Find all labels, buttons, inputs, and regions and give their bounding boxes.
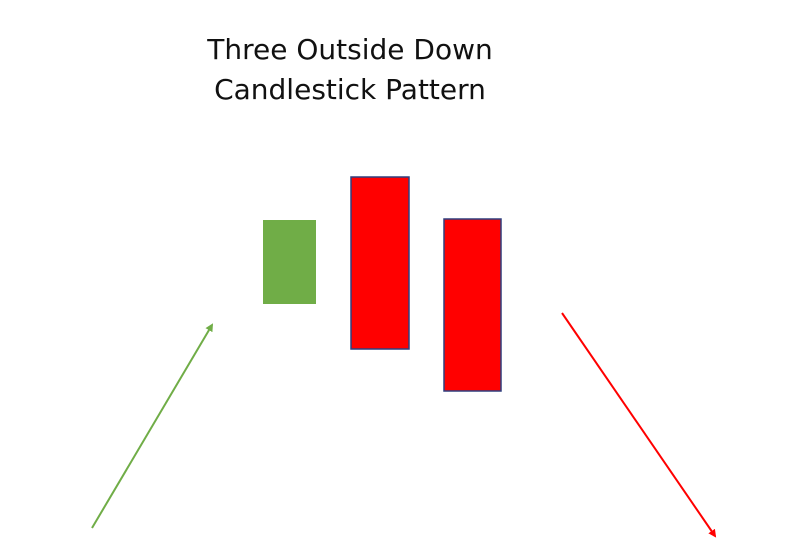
uptrend-arrow bbox=[91, 323, 214, 529]
downtrend-arrow bbox=[561, 312, 717, 538]
candle-1-bullish bbox=[263, 220, 316, 304]
title-line-2: Candlestick Pattern bbox=[214, 73, 486, 106]
title-line-1: Three Outside Down bbox=[207, 33, 493, 66]
candle-2-bearish-engulfing bbox=[350, 176, 410, 350]
candle-3-bearish-confirmation bbox=[443, 218, 502, 392]
